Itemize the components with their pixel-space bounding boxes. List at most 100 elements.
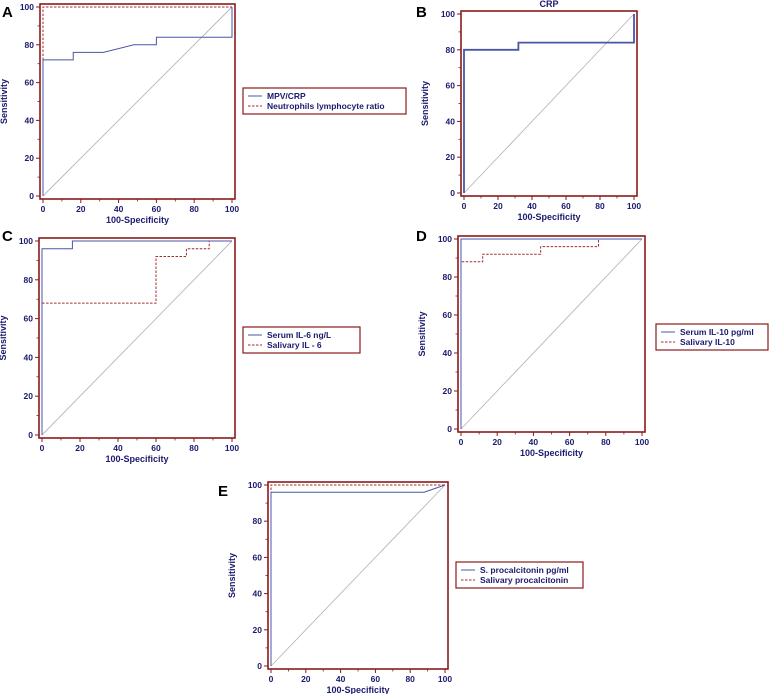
y-tick-label: 20	[253, 625, 263, 635]
x-axis-title: 100-Specificity	[517, 212, 580, 222]
panel-letter: B	[416, 4, 427, 21]
x-tick-label: 40	[527, 201, 537, 211]
y-tick-label: 100	[441, 9, 455, 19]
panel-letter: C	[2, 228, 13, 245]
y-tick-label: 60	[443, 310, 453, 320]
x-tick-label: 60	[371, 674, 381, 684]
y-tick-label: 80	[446, 45, 456, 55]
x-axis-title: 100-Specificity	[520, 448, 583, 458]
x-tick-label: 100	[225, 204, 239, 214]
x-tick-label: 100	[627, 201, 641, 211]
y-tick-label: 80	[253, 516, 263, 526]
y-tick-label: 20	[446, 152, 456, 162]
reference-diagonal	[41, 240, 233, 436]
y-axis-title: Sensitivity	[420, 81, 430, 126]
y-axis-title: Sensitivity	[0, 315, 8, 360]
x-tick-label: 0	[269, 674, 274, 684]
x-tick-label: 0	[40, 443, 45, 453]
chart-panel-a: A 0 20 40 60 80 100 0 20 40 60 80 100 100-Specificity…	[0, 2, 407, 225]
y-axis-title: Sensitivity	[227, 553, 237, 598]
x-tick-label: 0	[41, 204, 46, 214]
reference-diagonal	[42, 6, 233, 197]
y-tick-label: 100	[438, 234, 452, 244]
chart-title: CRP	[539, 0, 558, 9]
y-tick-label: 0	[28, 430, 33, 440]
legend-box	[455, 561, 584, 589]
x-tick-label: 40	[113, 443, 123, 453]
y-tick-label: 80	[25, 40, 35, 50]
roc-curve-serum-il-10-pg-ml	[460, 238, 642, 429]
x-tick-label: 100	[438, 674, 452, 684]
legend-entry: MPV/CRP	[267, 91, 306, 101]
roc-curve-b	[463, 14, 635, 193]
x-axis-title: 100-Specificity	[326, 685, 389, 694]
chart-panel-c: C 0 20 40 60 80 100 0 20 40 60 80 100 100-Specificity…	[0, 228, 361, 464]
y-tick-label: 0	[450, 188, 455, 198]
y-tick-label: 40	[25, 115, 35, 125]
y-tick-label: 100	[248, 480, 262, 490]
y-tick-label: 40	[443, 348, 453, 358]
legend-entry: Neutrophils lymphocyte ratio	[267, 101, 385, 111]
y-tick-label: 80	[443, 272, 453, 282]
x-tick-label: 60	[565, 437, 575, 447]
x-tick-label: 20	[301, 674, 311, 684]
panel-letter: A	[2, 4, 13, 21]
y-tick-label: 40	[253, 589, 263, 599]
x-tick-label: 40	[114, 204, 124, 214]
y-tick-label: 40	[24, 352, 34, 362]
panel-letter: E	[218, 483, 228, 500]
x-tick-label: 100	[635, 437, 649, 447]
chart-panel-d: D 0 20 40 60 80 100 0 20 40 60 80 100 100-Specificity…	[416, 228, 769, 458]
y-axis-title: Sensitivity	[417, 311, 427, 356]
reference-diagonal	[270, 484, 446, 667]
x-tick-label: 40	[336, 674, 346, 684]
reference-diagonal	[463, 13, 635, 194]
legend-box	[655, 323, 769, 351]
x-tick-label: 80	[601, 437, 611, 447]
y-tick-label: 60	[25, 78, 35, 88]
panel-letter: D	[416, 228, 427, 245]
y-tick-label: 60	[24, 314, 34, 324]
chart-panel-e: E 0 20 40 60 80 100 0 20 40 60 80 100 100-Specificity…	[218, 480, 584, 694]
roc-curve-serum-il-6-ng-l	[41, 240, 232, 435]
x-tick-label: 80	[595, 201, 605, 211]
legend-box	[242, 87, 407, 115]
y-tick-label: 100	[19, 236, 33, 246]
legend-entry: Salivary IL-10	[680, 337, 735, 347]
x-tick-label: 20	[493, 201, 503, 211]
x-tick-label: 20	[76, 204, 86, 214]
roc-curve-mpv-crp	[42, 7, 233, 196]
legend-entry: Salivary procalcitonin	[480, 575, 568, 585]
legend-entry: Serum IL-10 pg/ml	[680, 327, 754, 337]
x-tick-label: 40	[529, 437, 539, 447]
y-tick-label: 20	[25, 153, 35, 163]
legend-entry: Salivary IL - 6	[267, 340, 322, 350]
x-tick-label: 0	[459, 437, 464, 447]
y-tick-label: 60	[446, 81, 456, 91]
x-tick-label: 80	[189, 443, 199, 453]
y-tick-label: 20	[24, 391, 34, 401]
x-tick-label: 20	[492, 437, 502, 447]
chart-panel-b: B CRP 0 20 40 60 80 100 0 20 40 60 80 100 100-Specific…	[416, 0, 641, 222]
x-tick-label: 100	[225, 443, 239, 453]
x-axis-title: 100-Specificity	[105, 454, 168, 464]
y-tick-label: 0	[447, 424, 452, 434]
y-tick-label: 0	[257, 661, 262, 671]
roc-curve-neutrophils-lymphocyte-ratio	[42, 6, 232, 196]
roc-curve-s-procalcitonin-pg-ml	[270, 484, 446, 666]
x-tick-label: 60	[561, 201, 571, 211]
legend-box	[242, 326, 361, 354]
x-tick-label: 60	[151, 443, 161, 453]
roc-curve-salivary-il-6	[41, 240, 232, 435]
x-tick-label: 60	[152, 204, 162, 214]
reference-diagonal	[460, 238, 643, 430]
y-tick-label: 20	[443, 386, 453, 396]
x-axis-title: 100-Specificity	[106, 215, 169, 225]
y-tick-label: 0	[29, 191, 34, 201]
legend-entry: S. procalcitonin pg/ml	[480, 565, 569, 575]
x-tick-label: 80	[405, 674, 415, 684]
